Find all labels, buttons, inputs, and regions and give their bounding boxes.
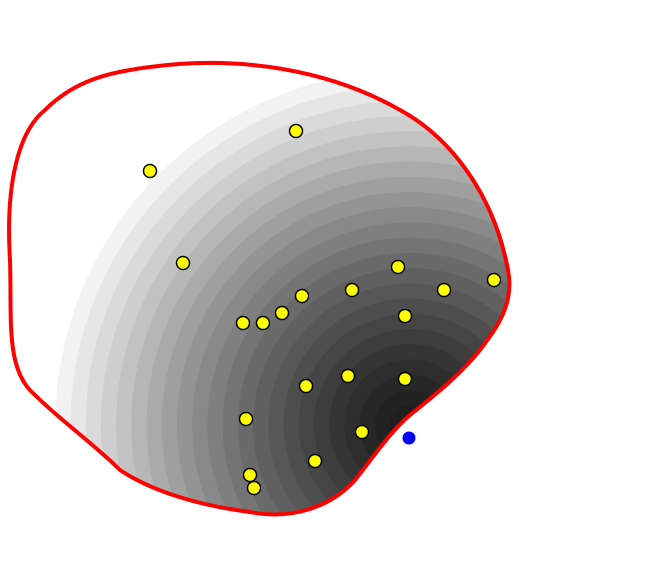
yellow-point <box>390 259 406 275</box>
yellow-point <box>242 467 258 483</box>
yellow-point <box>175 255 191 271</box>
red-boundary-curve <box>7 60 512 517</box>
yellow-point <box>397 308 413 324</box>
yellow-point <box>288 123 304 139</box>
blue-source-point <box>402 431 416 445</box>
yellow-point <box>235 315 251 331</box>
yellow-point <box>486 272 502 288</box>
yellow-point <box>354 424 370 440</box>
yellow-point <box>436 282 452 298</box>
yellow-point <box>274 305 290 321</box>
yellow-point <box>294 288 310 304</box>
yellow-point <box>344 282 360 298</box>
yellow-points <box>142 123 502 496</box>
yellow-point <box>307 453 323 469</box>
yellow-point <box>298 378 314 394</box>
yellow-point <box>397 371 413 387</box>
yellow-point <box>142 163 158 179</box>
yellow-point <box>340 368 356 384</box>
yellow-point <box>238 411 254 427</box>
yellow-point <box>255 315 271 331</box>
yellow-point <box>246 480 262 496</box>
